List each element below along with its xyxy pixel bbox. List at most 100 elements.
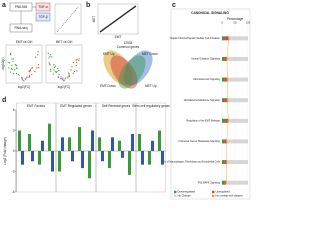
dot — [69, 75, 71, 77]
bar-segment — [222, 180, 225, 185]
panel-b: EMT MET 12934 Common genes EMT Up MET Do… — [92, 3, 158, 89]
legend-label: Downregulated — [178, 190, 196, 194]
y-tick-label: 6 — [13, 108, 15, 112]
bar-segment — [222, 160, 225, 165]
dot — [12, 58, 15, 60]
dot — [76, 70, 78, 72]
legend-label: No Change — [178, 194, 192, 198]
panel-frame — [170, 8, 251, 200]
dot — [73, 70, 76, 73]
dot — [22, 77, 24, 79]
bar-segment — [222, 139, 225, 144]
dot — [49, 63, 51, 65]
dot — [71, 65, 73, 68]
pathway-label: Glioblastoma Multiforme Signaling — [184, 99, 221, 102]
dot — [48, 62, 50, 64]
dot — [28, 75, 31, 77]
dot — [72, 72, 74, 74]
group-frame — [96, 102, 136, 193]
bar-segment — [224, 77, 228, 82]
bar — [18, 130, 21, 151]
dot — [53, 66, 56, 68]
pathway-label: P53 MAPK Signaling — [198, 181, 221, 184]
box — [35, 12, 51, 22]
dot — [75, 64, 77, 67]
bar-segment — [222, 118, 226, 123]
legend-label: Upregulated — [216, 190, 231, 194]
dot — [57, 76, 60, 78]
bar-segment — [225, 36, 229, 41]
dot — [11, 64, 13, 66]
dot — [12, 73, 14, 75]
figure: a b c d PN6-NM TNF-α TGF-β RNA-seq EMT v… — [0, 0, 251, 201]
bar-segment — [222, 98, 225, 103]
bar — [38, 151, 41, 165]
dot — [62, 79, 65, 82]
dot — [55, 71, 58, 73]
dot — [10, 71, 12, 73]
plot-frame — [5, 44, 43, 84]
pathway-label: Axonal Guidance Signaling — [191, 58, 220, 61]
bar — [111, 137, 114, 151]
dot — [26, 76, 28, 78]
dot — [14, 69, 16, 71]
dot — [75, 59, 77, 61]
y-tick-label: 0 — [13, 149, 15, 153]
axis-label: log2(FC) — [18, 85, 30, 89]
dot — [70, 69, 72, 71]
ratio-dot — [227, 37, 230, 40]
venn-set — [110, 55, 138, 89]
bar — [78, 127, 81, 151]
bar — [151, 140, 154, 151]
bar — [61, 137, 64, 151]
dot — [11, 58, 13, 60]
y-tick-label: -6 — [12, 190, 15, 194]
group-frame — [16, 102, 56, 193]
bar-segment — [222, 36, 226, 41]
bar — [141, 151, 144, 165]
bar — [81, 151, 84, 169]
dot — [56, 70, 58, 72]
bar-segment — [224, 98, 228, 103]
panel-label: c — [172, 2, 176, 9]
panel-title: CANONICAL SIGNALING — [191, 11, 229, 15]
plot-frame — [45, 44, 83, 84]
plot-title: MET vs Ctrl — [56, 40, 73, 44]
axis-label: log2(FC) — [58, 85, 70, 89]
dot — [9, 54, 12, 56]
scatter-band — [99, 5, 137, 33]
bar — [98, 137, 101, 151]
bar — [128, 151, 131, 175]
dot — [49, 55, 51, 58]
bar — [68, 137, 71, 151]
dot — [37, 54, 39, 56]
venn-label: MET Down — [142, 52, 158, 56]
dot — [12, 60, 14, 62]
legend-swatch — [174, 194, 177, 198]
dot — [68, 74, 70, 76]
bar — [148, 151, 151, 165]
dot — [34, 71, 36, 73]
dot — [25, 79, 27, 81]
dot — [31, 67, 33, 70]
bar-segment — [226, 139, 248, 144]
dot — [18, 74, 20, 77]
dot — [61, 78, 64, 80]
dot — [34, 56, 37, 58]
dot — [64, 77, 67, 79]
ratio-line — [225, 38, 229, 183]
dot — [76, 61, 78, 63]
bar — [161, 151, 164, 165]
dot — [7, 61, 9, 64]
dot — [72, 62, 74, 64]
bar — [121, 151, 124, 158]
venn-label: MET Up — [145, 84, 157, 88]
dot — [58, 74, 60, 76]
bar-segment — [224, 180, 227, 185]
bar-segment — [224, 139, 227, 144]
dot — [14, 64, 16, 66]
dot — [60, 76, 62, 78]
dot — [78, 58, 80, 60]
venn-label: EMT Down — [100, 84, 116, 88]
plot-title: EMT vs Ctrl — [16, 40, 33, 44]
